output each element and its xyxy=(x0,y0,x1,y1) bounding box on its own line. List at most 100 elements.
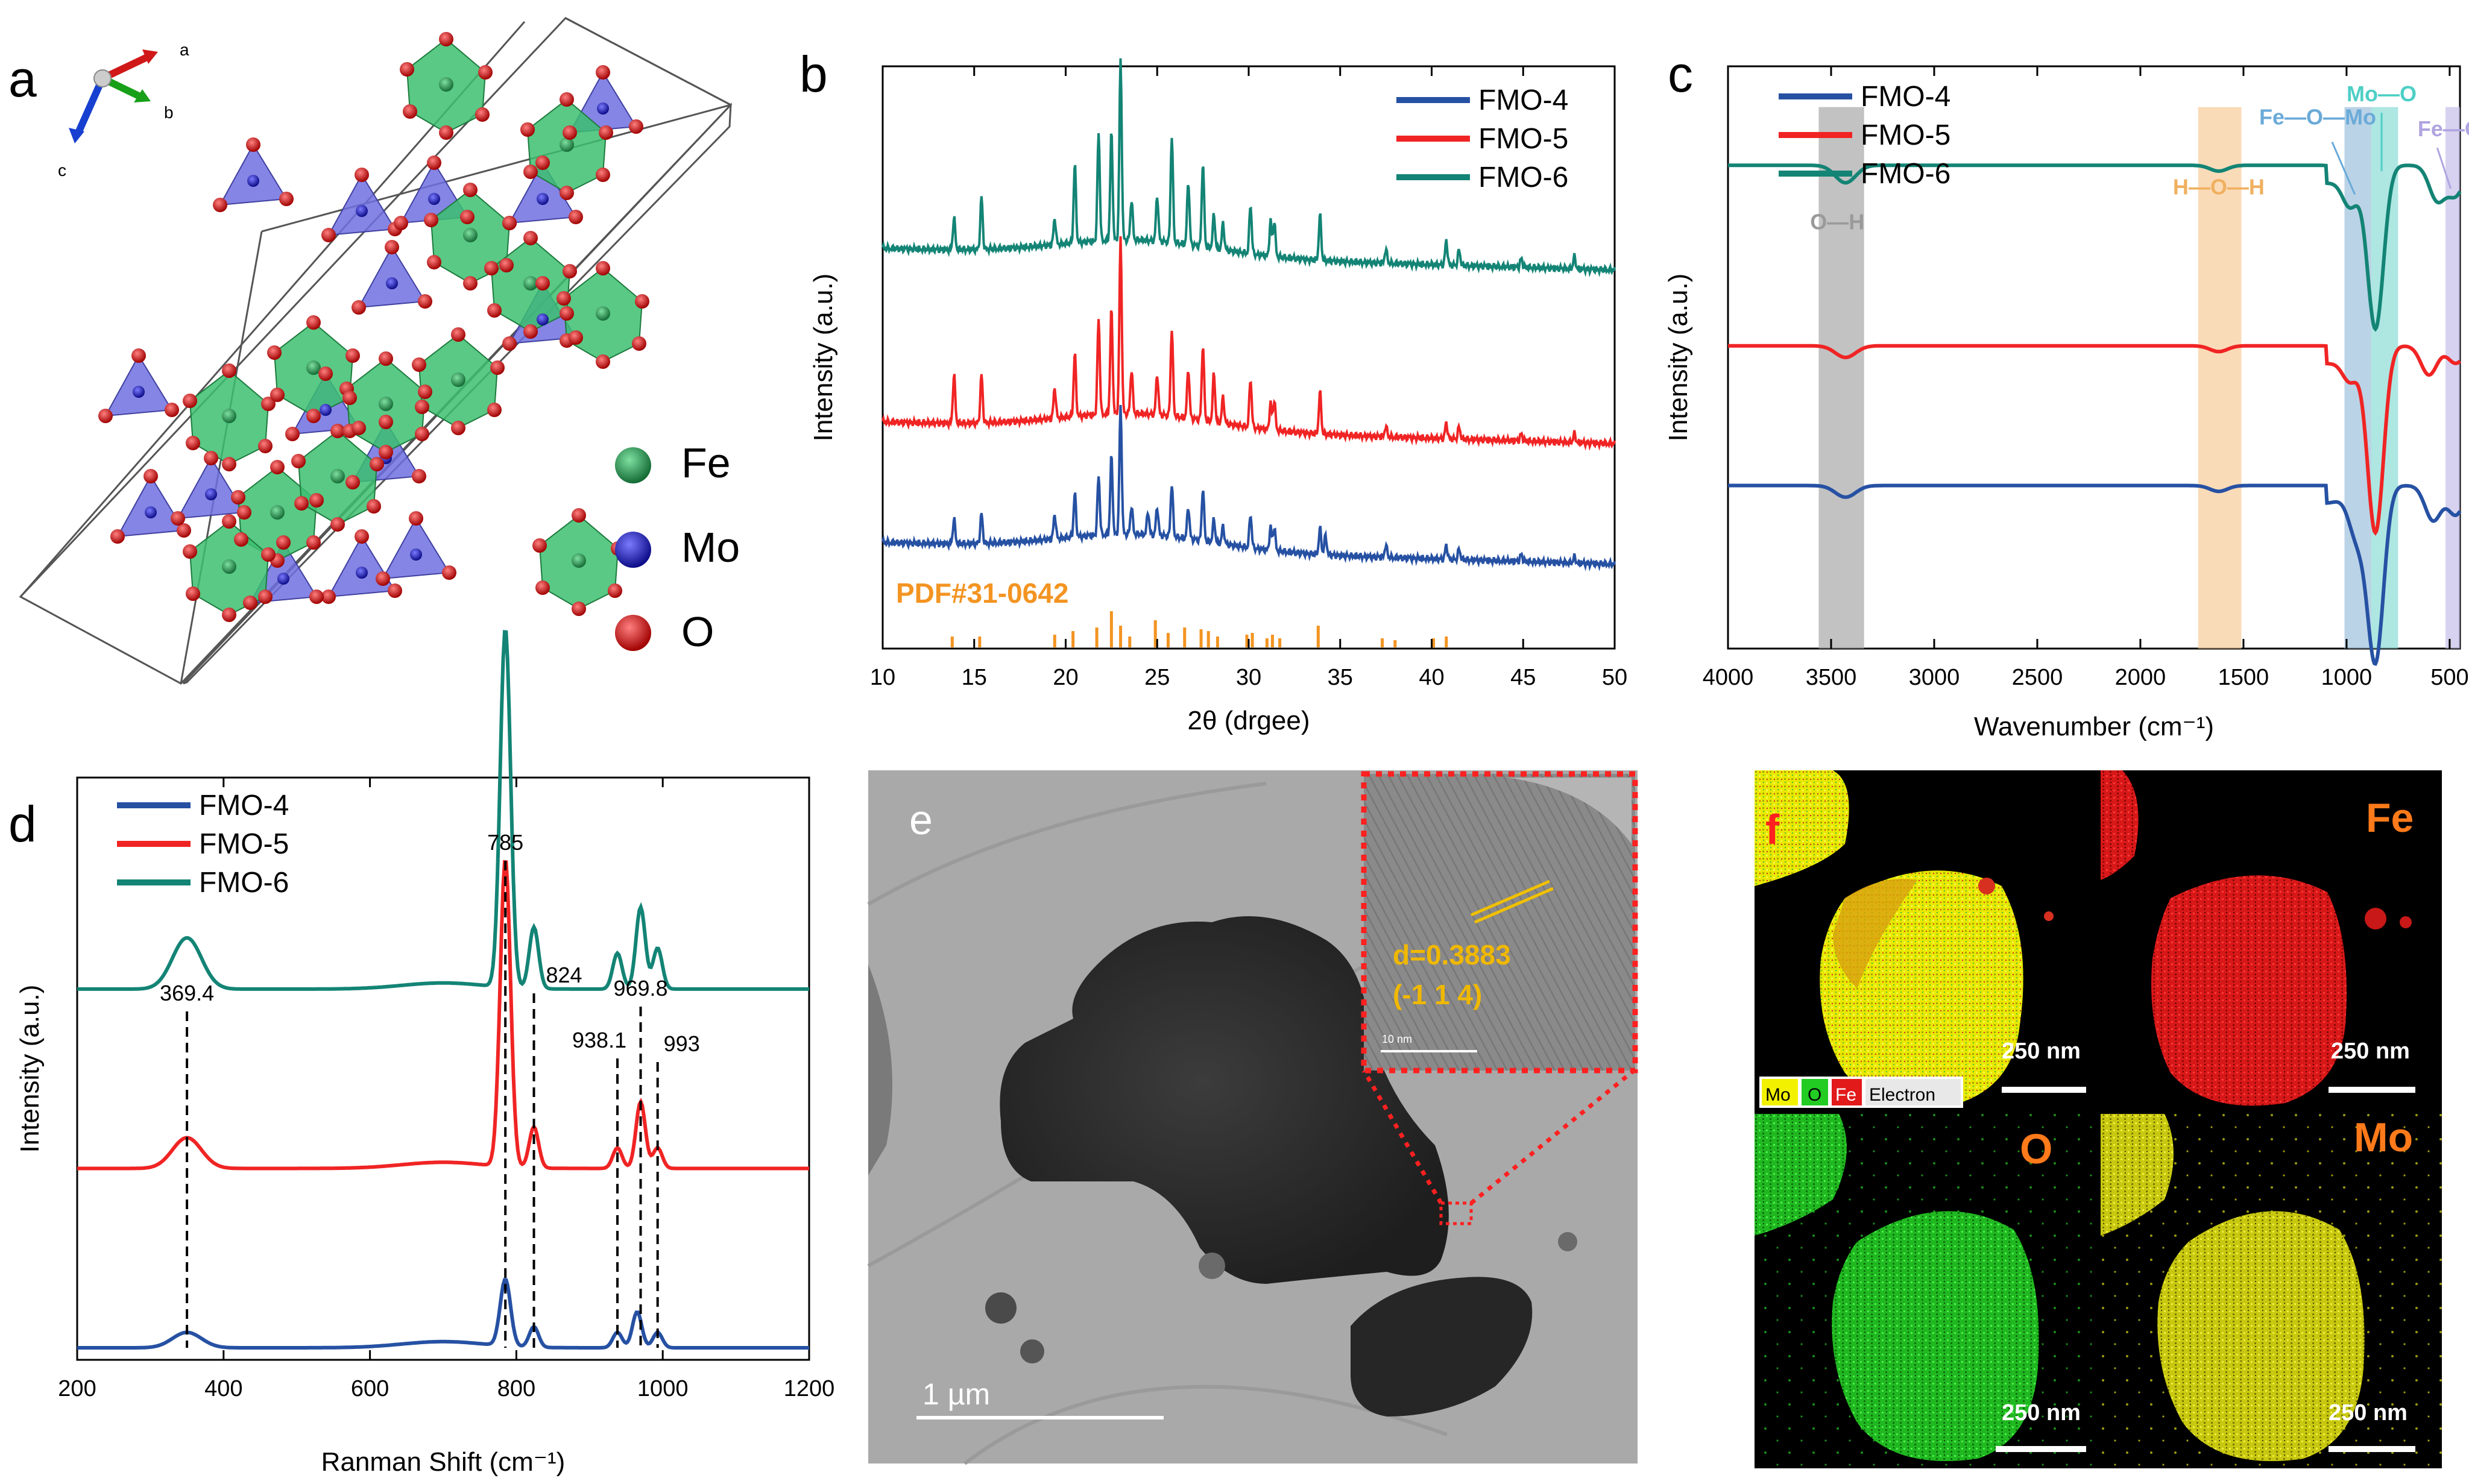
ftir-series-fmo-4 xyxy=(1728,483,2462,666)
mo-atom xyxy=(356,205,368,217)
raman-x-tick-label: 200 xyxy=(58,1376,96,1401)
o-atom xyxy=(415,400,429,414)
o-atom xyxy=(451,421,465,435)
fe-legend-icon xyxy=(615,447,651,483)
raman-peak-label: 369.4 xyxy=(160,981,214,1005)
o-atom xyxy=(484,261,499,275)
legend-label-fmo-6: FMO-6 xyxy=(199,867,289,899)
o-atom xyxy=(285,427,300,441)
o-atom xyxy=(596,65,610,80)
ftir-band xyxy=(2344,107,2371,649)
o-atom xyxy=(279,192,294,206)
o-atom xyxy=(439,125,453,140)
o-atom xyxy=(632,336,646,351)
o-atom xyxy=(596,261,610,275)
o-atom xyxy=(222,608,236,622)
o-atom xyxy=(237,505,251,520)
o-atom xyxy=(110,529,125,544)
o-atom xyxy=(442,565,456,580)
raman-x-axis-label: Ranman Shift (cm⁻¹) xyxy=(321,1447,566,1477)
raman-peak-label: 969.8 xyxy=(613,976,667,1001)
o-atom xyxy=(560,306,574,321)
element-legend: Fe Mo O xyxy=(615,439,740,655)
axis-b-label: b xyxy=(164,103,174,122)
mo-legend-icon xyxy=(615,532,651,568)
o-atom xyxy=(608,583,622,598)
o-atom xyxy=(451,327,465,342)
axis-a-label: a xyxy=(180,40,189,59)
eds-composite-map: f Mo O Fe Electron 250 nm xyxy=(1755,770,2086,1108)
xrd-y-axis-label: Intensity (a.u.) xyxy=(809,274,838,442)
raman-peak-label: 824 xyxy=(546,963,582,987)
o-atom xyxy=(502,336,517,351)
o-atom xyxy=(306,315,321,330)
o-atom xyxy=(379,415,393,429)
legend-label-fmo-6: FMO-6 xyxy=(1861,158,1950,190)
o-atom xyxy=(270,388,285,402)
mo-atom xyxy=(386,277,398,289)
o-atom xyxy=(409,511,423,526)
ftir-x-tick-label: 1500 xyxy=(2218,665,2269,690)
raman-plot-frame xyxy=(76,776,810,1361)
ftir-band xyxy=(1818,107,1864,649)
o-atom xyxy=(412,469,426,483)
o-atom xyxy=(342,391,357,405)
ftir-plot-area xyxy=(1728,163,2462,666)
raman-peak-label: 938.1 xyxy=(572,1028,626,1052)
o-atom xyxy=(183,394,197,408)
raman-series-fmo-4 xyxy=(77,1278,809,1350)
legend-fe-label: Fe xyxy=(681,439,731,486)
o-atom xyxy=(490,360,505,375)
tem-particle-small xyxy=(1351,1277,1533,1416)
fe-atom xyxy=(596,306,610,321)
ftir-legend: FMO-4 FMO-5 FMO-6 xyxy=(1779,81,1950,190)
o-atom xyxy=(379,351,393,366)
raman-x-tick-label: 1200 xyxy=(784,1376,835,1401)
o-atom xyxy=(291,454,306,468)
ftir-x-tick-label: 2000 xyxy=(2115,665,2166,690)
o-atom xyxy=(261,547,276,562)
o-atom xyxy=(321,590,336,604)
legend-label-fmo-4: FMO-4 xyxy=(199,790,289,822)
o-atom xyxy=(234,532,248,547)
o-atom xyxy=(535,580,550,595)
mo-atom xyxy=(537,193,549,205)
panel-f-label: f xyxy=(1765,806,1780,853)
o-atom xyxy=(98,409,113,423)
inset-scale-label: 10 nm xyxy=(1382,1033,1412,1045)
ftir-x-tick-label: 500 xyxy=(2430,665,2468,690)
o-atom xyxy=(560,186,574,200)
d-spacing-label: d=0.3883 xyxy=(1393,939,1511,970)
ftir-band xyxy=(2445,107,2460,649)
raman-plot-area: 369.4 785 824 938.1 969.8 993 xyxy=(77,630,809,1350)
tem-zoom-region xyxy=(1439,1201,1473,1225)
xrd-x-tick-label: 20 xyxy=(1053,665,1078,690)
axis-c-label: c xyxy=(58,161,66,180)
ftir-x-tick-label: 1000 xyxy=(2321,665,2373,690)
fe-atom xyxy=(572,553,586,568)
ftir-band xyxy=(2198,107,2242,649)
fe-atom xyxy=(439,77,453,92)
o-atom xyxy=(596,354,610,369)
xrd-x-tick-label: 40 xyxy=(1419,665,1444,690)
o-atom xyxy=(352,421,366,435)
o-atom xyxy=(131,348,146,363)
reference-card-label: PDF#31-0642 xyxy=(896,577,1068,609)
o-atom xyxy=(463,183,478,197)
o-atom xyxy=(424,213,438,227)
ftir-x-axis-label: Wavenumber (cm⁻¹) xyxy=(1974,712,2214,741)
o-atom xyxy=(388,583,402,598)
o-atom xyxy=(318,366,333,381)
o-atom xyxy=(276,535,291,550)
o-atom xyxy=(309,590,324,604)
xrd-series-fmo-5 xyxy=(881,236,1616,451)
o-atom xyxy=(267,345,282,360)
ftir-band-label: O—H xyxy=(1810,209,1864,234)
composite-scale-label: 250 nm xyxy=(2002,1039,2081,1064)
mo-atom xyxy=(428,193,440,205)
o-atom xyxy=(345,475,360,489)
o-legend-icon xyxy=(615,615,651,651)
raman-series-fmo-6 xyxy=(77,630,809,991)
o-atom xyxy=(222,514,236,529)
xrd-x-tick-label: 45 xyxy=(1510,665,1536,690)
